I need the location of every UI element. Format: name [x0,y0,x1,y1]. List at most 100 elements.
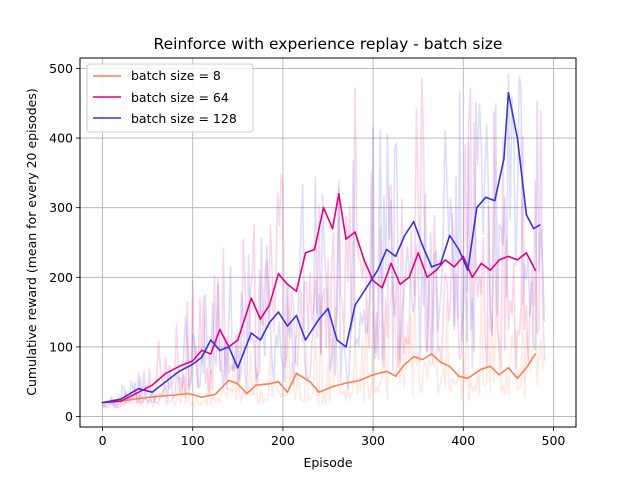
series-point-2 [178,370,180,373]
series-point-1 [151,384,153,387]
series-point-2 [385,248,388,251]
series-point-0 [277,380,280,383]
series-point-1 [200,349,203,352]
series-point-2 [295,314,298,317]
series-point-0 [467,377,469,380]
series-point-2 [421,245,424,247]
series-point-1 [237,339,239,341]
series-point-1 [210,353,212,355]
series-point-2 [448,234,451,237]
series-point-0 [155,395,158,398]
series-point-0 [421,358,424,361]
series-point-0 [200,396,203,398]
series-point-1 [313,248,316,251]
series-point-0 [489,365,492,368]
series-point-2 [304,339,307,341]
series-point-2 [494,199,496,202]
series-point-0 [439,361,442,364]
series-point-2 [219,349,221,352]
raw-series-2 [102,73,546,408]
series-point-1 [489,269,492,272]
series-point-0 [507,367,510,369]
series-point-1 [268,304,271,307]
series-point-0 [525,367,528,369]
series-point-2 [250,332,253,334]
series-point-0 [268,383,271,385]
series-point-1 [498,259,501,261]
series-point-2 [259,339,262,341]
series-point-1 [277,273,280,275]
series-point-0 [187,392,189,395]
series-point-0 [516,377,519,380]
series-point-1 [178,365,180,368]
series-point-0 [295,372,298,375]
plot-frame [79,57,577,428]
grid [80,58,576,427]
x-axis: 0 100 200 300 400 500 [99,427,566,448]
series-point-0 [137,397,140,400]
series-point-1 [331,227,334,230]
series-point-2 [516,137,519,139]
series-point-0 [358,379,361,382]
x-tick-label: 400 [451,433,475,448]
y-tick-label: 100 [49,339,73,354]
series-point-1 [408,276,411,279]
series-point-0 [458,375,460,378]
raw-data-layer [101,73,546,410]
x-tick-label: 100 [181,433,205,448]
series-point-1 [191,360,194,362]
series-point-2 [458,248,460,251]
series-point-0 [498,374,501,376]
series-point-2 [151,391,153,394]
y-tick-label: 300 [49,200,73,215]
series-point-1 [381,287,383,289]
y-tick-label: 200 [49,270,73,285]
series-point-0 [480,368,483,371]
series-point-2 [336,339,338,341]
series-point-0 [237,383,239,385]
y-tick-label: 500 [49,61,73,76]
series-point-2 [200,356,203,359]
series-point-1 [137,391,140,394]
series-point-2 [137,387,140,390]
series-point-0 [372,374,374,376]
series-point-2 [318,318,320,320]
series-point-2 [327,307,329,310]
series-point-1 [534,269,537,272]
series-point-1 [435,269,438,272]
x-tick-label: 0 [99,433,107,448]
series-point-2 [237,367,239,369]
series-point-1 [507,255,510,258]
series-point-0 [286,391,289,394]
series-point-0 [228,379,230,382]
legend-box [86,63,254,133]
series-point-1 [164,372,167,375]
series-point-2 [119,398,122,401]
x-axis-title: Episode [303,455,352,470]
series-point-1 [471,276,474,279]
series-point-0 [385,370,388,373]
series-point-2 [430,266,433,268]
x-tick-label: 500 [542,433,566,448]
y-tick-label: 0 [65,409,73,424]
series-point-0 [403,363,406,366]
series-point-1 [390,262,392,265]
series-point-2 [467,269,469,272]
series-point-2 [277,311,280,313]
series-point-2 [532,227,535,230]
series-point-2 [394,255,397,258]
series-point-0 [394,375,397,378]
series-point-2 [403,234,406,237]
series-point-0 [345,382,347,384]
series-point-0 [309,380,311,383]
series-point-1 [250,297,253,300]
y-axis: 0 100 200 300 400 500 [49,61,80,424]
x-tick-label: 300 [361,433,385,448]
series-point-0 [534,353,537,355]
series-point-2 [101,401,104,404]
series-point-1 [338,193,340,195]
series-point-1 [372,280,374,282]
series-point-0 [430,353,433,355]
legend-label-batch-8: batch size = 8 [131,68,221,83]
